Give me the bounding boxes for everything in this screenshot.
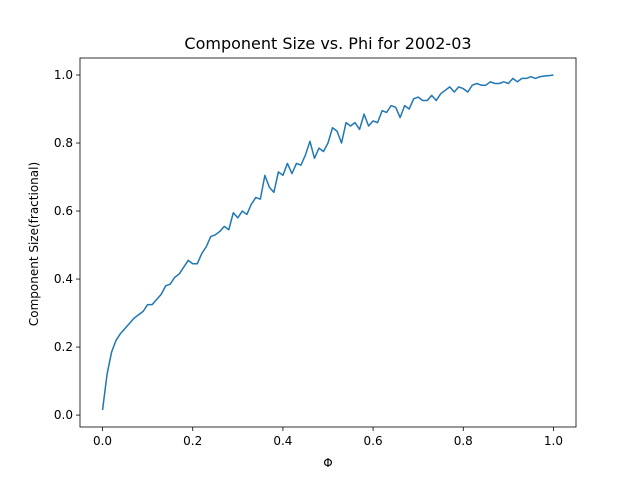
y-tick-label: 0.8 — [54, 136, 73, 150]
x-tick-label: 0.6 — [364, 434, 383, 448]
y-axis-label: Component Size(fractional) — [27, 162, 41, 326]
y-tick-label: 0.2 — [54, 340, 73, 354]
x-axis-label: Φ — [323, 456, 332, 470]
y-tick-label: 0.0 — [54, 408, 73, 422]
x-tick-label: 0.2 — [183, 434, 202, 448]
x-tick-label: 0.4 — [273, 434, 292, 448]
y-tick-label: 0.6 — [54, 204, 73, 218]
x-tick-label: 1.0 — [544, 434, 563, 448]
plot-area: 0.0 0.2 0.4 0.6 0.8 1.0 0.0 0.2 0.4 0.6 0.8 1.0 — [54, 57, 577, 448]
x-tick-label: 0.8 — [454, 434, 473, 448]
x-tick-label: 0.0 — [93, 434, 112, 448]
chart-title: Component Size vs. Phi for 2002-03 — [184, 34, 471, 53]
data-series-line — [101, 74, 554, 411]
y-tick-label: 1.0 — [54, 68, 73, 82]
axes-frame — [79, 57, 577, 428]
y-tick-label: 0.4 — [54, 272, 73, 286]
